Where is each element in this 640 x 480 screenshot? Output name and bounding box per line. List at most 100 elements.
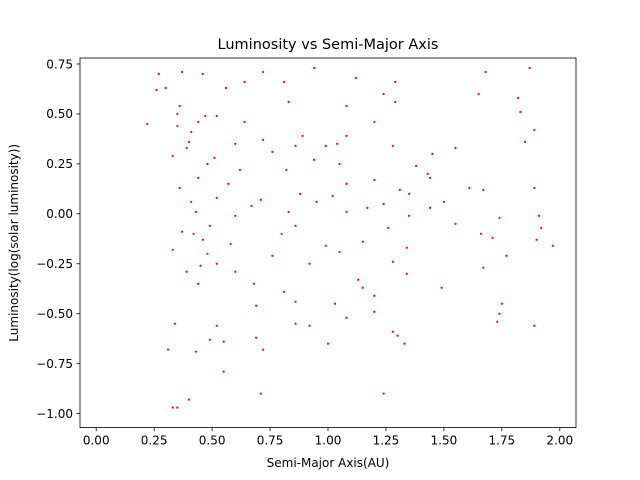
- data-point: [414, 164, 418, 167]
- data-points: [146, 66, 554, 409]
- data-point: [345, 104, 348, 108]
- data-point: [234, 214, 237, 217]
- data-point: [229, 242, 232, 245]
- data-point: [354, 76, 357, 80]
- data-point: [190, 200, 193, 203]
- data-point: [391, 330, 394, 333]
- y-tick-label: 0.75: [46, 57, 73, 71]
- data-point: [336, 142, 339, 146]
- data-point: [366, 206, 369, 209]
- data-point: [180, 70, 184, 74]
- data-point: [215, 262, 218, 265]
- data-point: [468, 186, 471, 189]
- data-point: [333, 302, 337, 305]
- data-point: [345, 134, 348, 138]
- x-tick-label: 2.00: [546, 434, 573, 448]
- x-tick-label: 0.25: [141, 434, 168, 448]
- data-point: [243, 120, 246, 124]
- data-point: [282, 80, 286, 84]
- data-point: [197, 282, 200, 285]
- data-point: [222, 370, 225, 373]
- data-point: [482, 266, 485, 269]
- data-point: [382, 392, 385, 395]
- y-tick-label: −0.75: [36, 357, 73, 371]
- data-point: [491, 236, 494, 239]
- data-point: [533, 128, 536, 132]
- data-point: [271, 150, 274, 153]
- x-axis: 0.00 0.25 0.50 0.75 1.00 1.25 1.50 1.75 2.00: [83, 427, 573, 448]
- data-point: [394, 100, 397, 104]
- data-point: [285, 168, 288, 171]
- data-point: [528, 66, 531, 70]
- data-point: [208, 338, 211, 341]
- data-point: [171, 154, 174, 157]
- data-point: [271, 254, 274, 257]
- data-point: [338, 250, 341, 253]
- data-point: [324, 144, 327, 147]
- data-point: [382, 92, 385, 96]
- data-point: [324, 244, 327, 247]
- data-point: [178, 104, 181, 108]
- data-point: [215, 114, 218, 118]
- data-point: [551, 244, 554, 247]
- data-point: [345, 182, 348, 185]
- data-point: [308, 324, 311, 327]
- data-point: [498, 216, 501, 219]
- y-tick-label: −1.00: [36, 407, 73, 421]
- data-point: [533, 186, 536, 189]
- data-point: [535, 238, 538, 241]
- data-point: [294, 144, 297, 147]
- y-tick-label: 0.25: [46, 157, 73, 171]
- data-point: [282, 290, 286, 293]
- data-point: [243, 80, 246, 84]
- x-tick-label: 1.25: [373, 434, 400, 448]
- data-point: [206, 162, 209, 165]
- data-point: [373, 120, 376, 124]
- data-point: [171, 406, 174, 409]
- data-point: [331, 194, 334, 197]
- data-point: [357, 278, 360, 281]
- data-point: [262, 138, 265, 142]
- data-point: [426, 172, 429, 175]
- data-point: [299, 192, 302, 195]
- data-point: [194, 350, 197, 353]
- data-point: [204, 114, 207, 118]
- data-point: [222, 340, 225, 343]
- data-point: [391, 144, 394, 147]
- data-point: [192, 232, 195, 235]
- data-point: [173, 322, 177, 325]
- data-point: [146, 122, 149, 126]
- data-point: [482, 188, 485, 191]
- y-axis: −1.00 −0.75 −0.50 −0.25 0.00 0.25 0.50 0.75: [36, 57, 80, 421]
- data-point: [373, 178, 376, 181]
- y-tick-label: −0.25: [36, 257, 73, 271]
- data-point: [197, 120, 200, 124]
- data-point: [454, 146, 457, 149]
- data-point: [287, 210, 290, 213]
- chart-title: Luminosity vs Semi-Major Axis: [218, 37, 439, 53]
- data-point: [164, 86, 167, 90]
- x-tick-label: 1.50: [431, 434, 458, 448]
- data-point: [185, 146, 188, 149]
- y-tick-label: −0.50: [36, 307, 73, 321]
- data-point: [312, 66, 316, 70]
- x-tick-label: 1.00: [315, 434, 342, 448]
- data-point: [259, 392, 262, 395]
- data-point: [505, 254, 508, 257]
- data-point: [408, 192, 411, 195]
- data-point: [540, 226, 543, 229]
- data-point: [259, 198, 262, 201]
- data-point: [197, 176, 200, 179]
- data-point: [361, 240, 364, 243]
- data-point: [178, 186, 181, 189]
- data-point: [361, 286, 364, 289]
- data-point: [533, 324, 536, 327]
- data-point: [345, 210, 348, 213]
- x-tick-label: 1.75: [488, 434, 515, 448]
- data-point: [431, 152, 434, 155]
- data-point: [312, 158, 316, 161]
- data-point: [498, 312, 501, 315]
- data-point: [208, 224, 211, 227]
- data-point: [428, 176, 432, 179]
